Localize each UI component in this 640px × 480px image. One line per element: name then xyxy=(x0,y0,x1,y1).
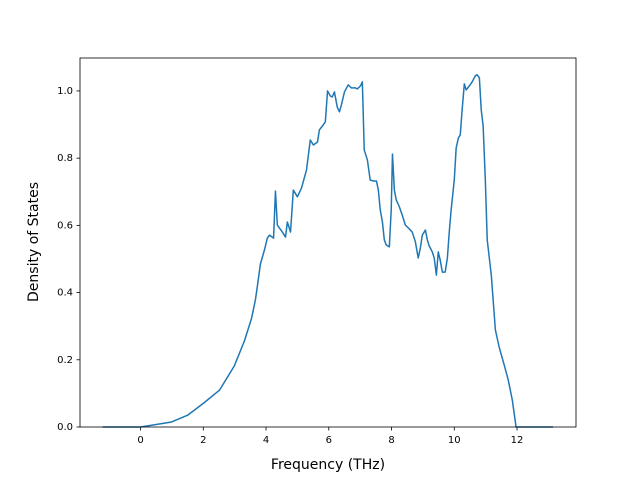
x-tick-label: 4 xyxy=(263,435,269,446)
y-tick-label: 1.0 xyxy=(57,86,73,97)
x-tick-label: 6 xyxy=(326,435,332,446)
x-axis-label: Frequency (THz) xyxy=(271,457,385,473)
y-axis-label: Density of States xyxy=(26,182,42,302)
x-tick-label: 8 xyxy=(388,435,394,446)
axes-frame xyxy=(79,57,577,428)
y-tick-label: 0.8 xyxy=(57,153,73,164)
y-tick-label: 0.6 xyxy=(57,220,73,231)
y-tick-label: 0.0 xyxy=(57,422,73,433)
x-tick-label: 0 xyxy=(137,435,143,446)
y-tick-label: 0.2 xyxy=(57,355,73,366)
y-tick-label: 0.4 xyxy=(57,288,73,299)
x-tick-label: 2 xyxy=(200,435,206,446)
x-tick-label: 12 xyxy=(511,435,524,446)
x-tick-label: 10 xyxy=(448,435,461,446)
dos-line xyxy=(102,74,554,428)
